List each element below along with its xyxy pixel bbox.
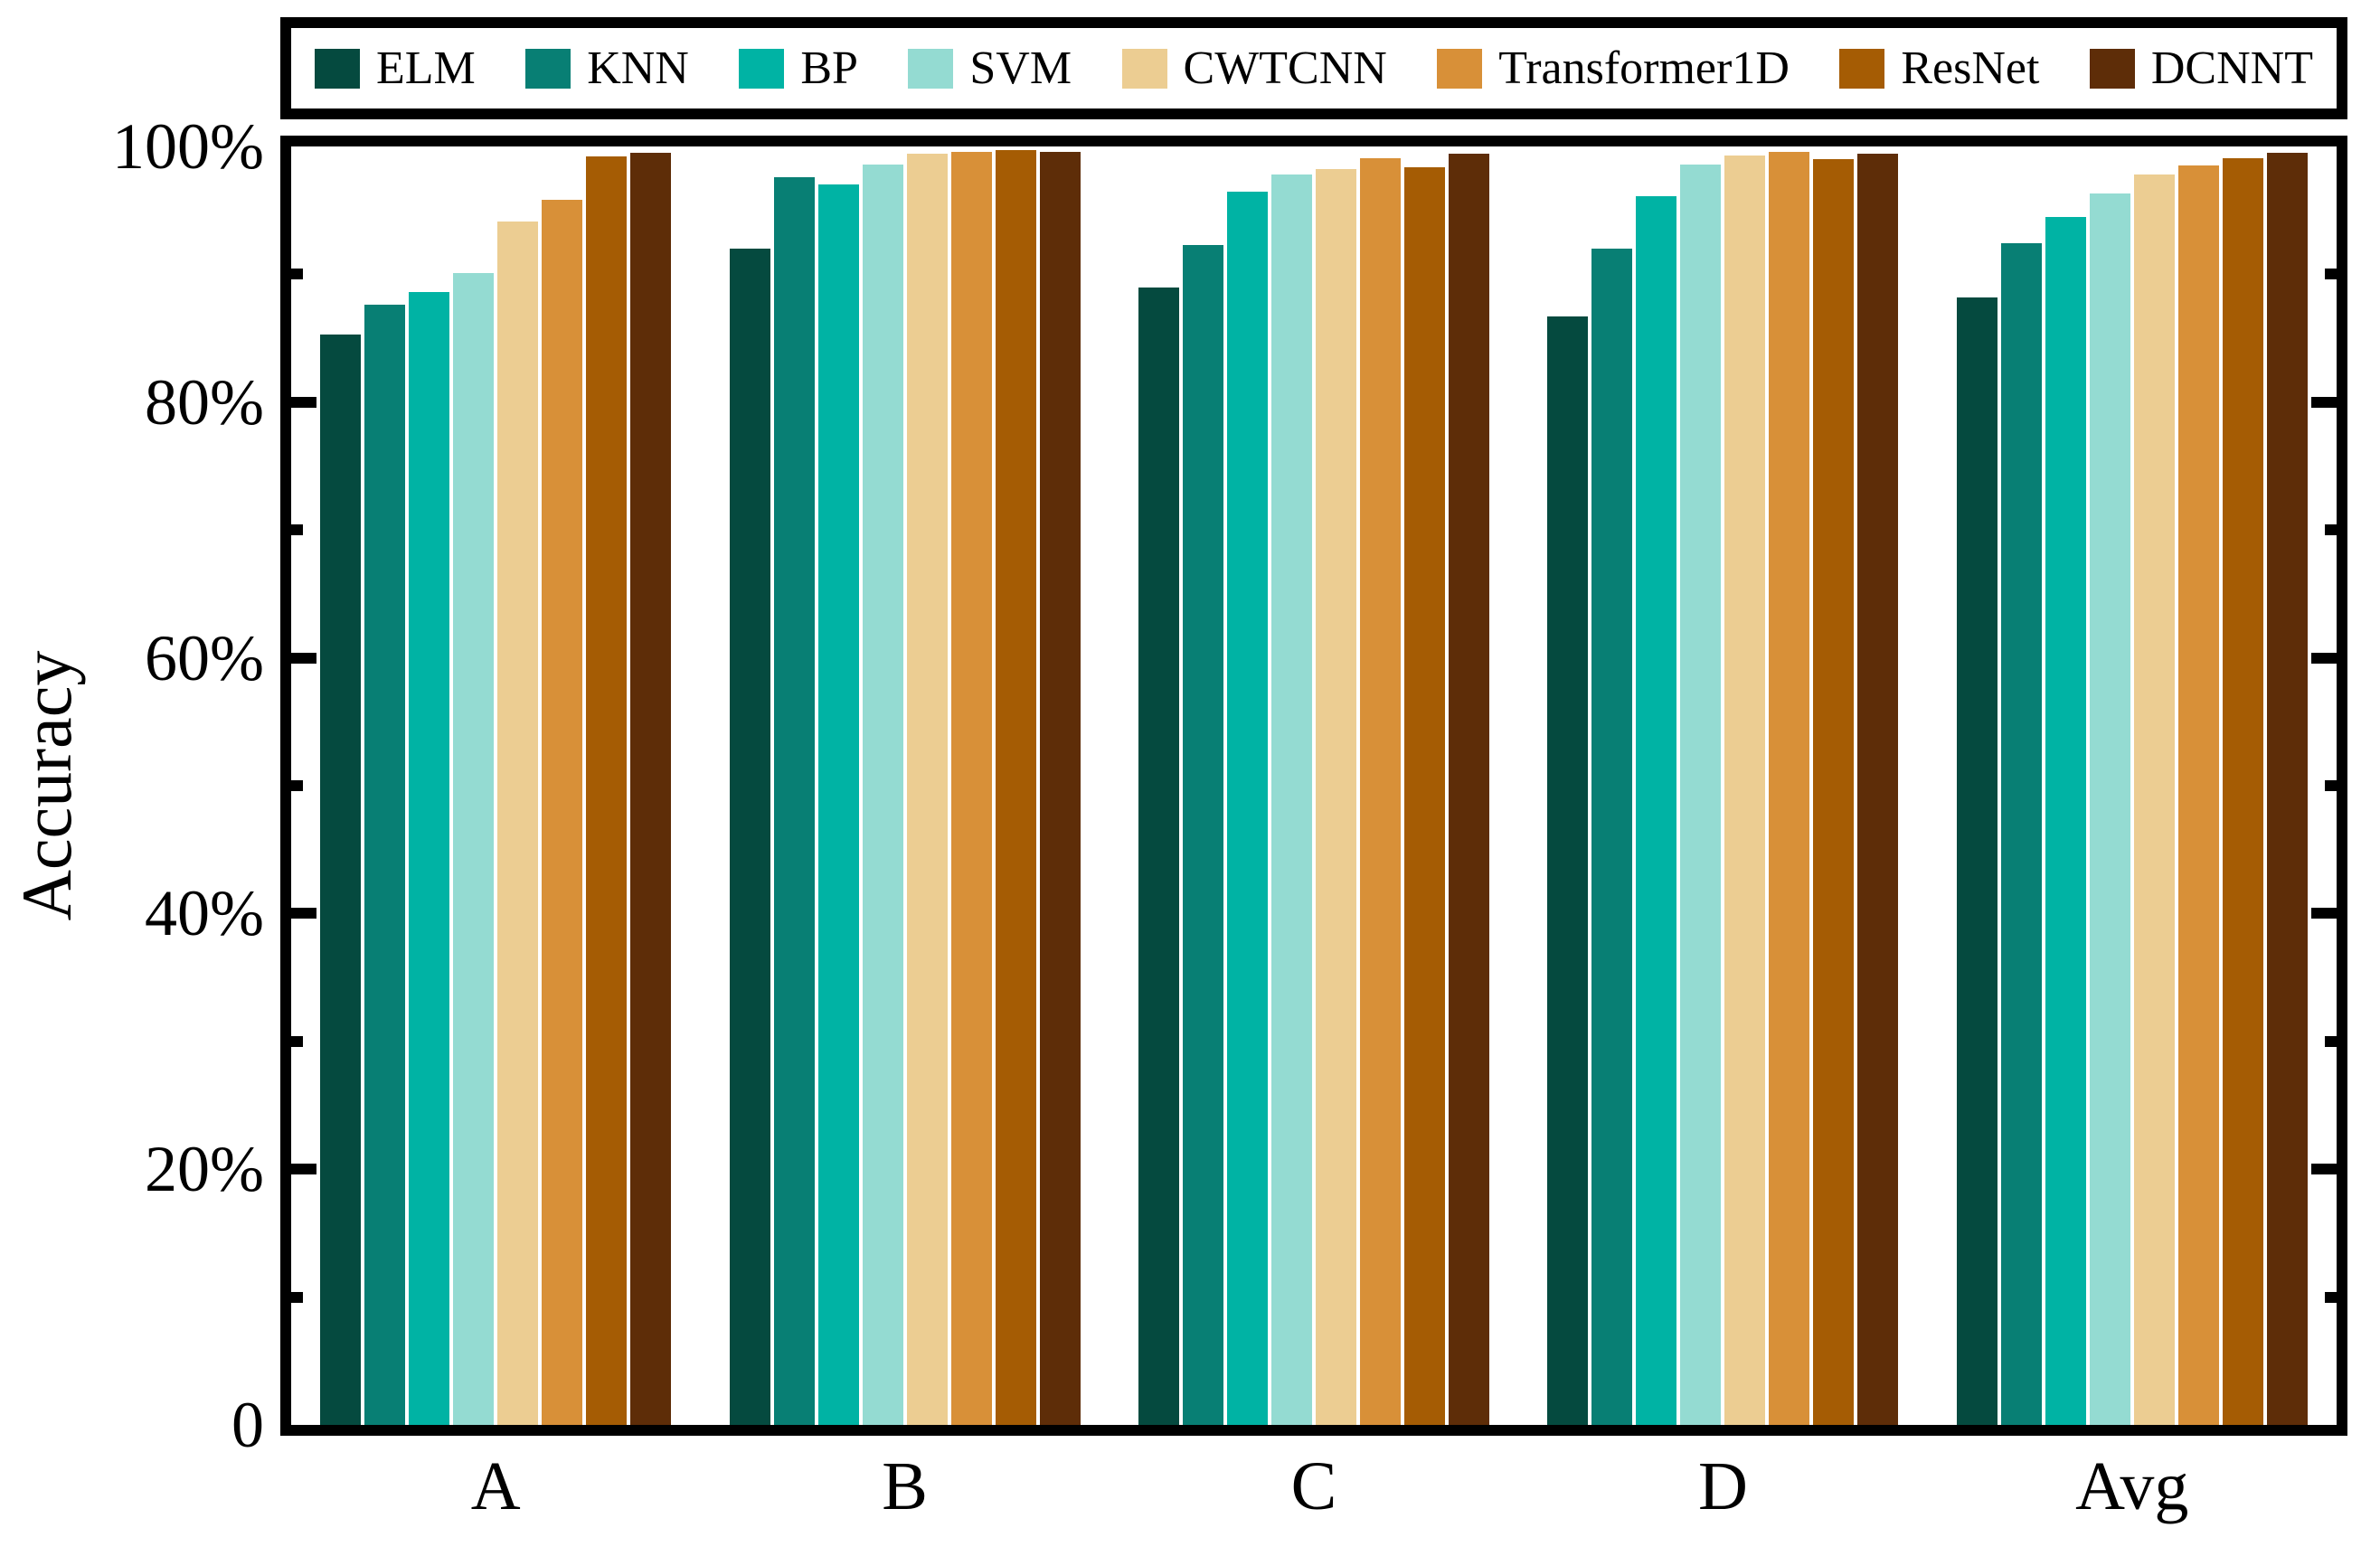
bar-dcnnt-b — [1039, 151, 1081, 1425]
bar-knn-d — [1591, 249, 1633, 1425]
y-minor-tick-50-right — [2325, 780, 2337, 791]
legend-swatch-knn — [525, 48, 571, 89]
y-minor-tick-90-right — [2325, 269, 2337, 280]
bar-bp-b — [817, 184, 859, 1425]
y-minor-tick-30-left — [291, 1035, 303, 1047]
y-major-tick-60-right — [2311, 652, 2337, 664]
x-tick-label-a: A — [470, 1448, 521, 1524]
y-tick-label-100: 100% — [112, 110, 264, 183]
legend-label-bp: BP — [800, 42, 858, 94]
bar-resnet-d — [1813, 159, 1855, 1425]
bar-cwtcnn-d — [1724, 155, 1766, 1425]
legend-label-svm: SVM — [969, 42, 1072, 94]
x-tick-label-d: D — [1697, 1448, 1748, 1524]
bar-svm-a — [453, 273, 495, 1425]
bar-bp-c — [1227, 191, 1268, 1425]
bar-cwtcnn-c — [1316, 169, 1356, 1425]
bar-dcnnt-c — [1449, 154, 1489, 1425]
bar-dcnnt-a — [630, 153, 672, 1425]
bar-elm-avg — [1956, 297, 1998, 1425]
legend-label-transformer1d: Transformer1D — [1498, 42, 1790, 94]
bar-svm-d — [1680, 164, 1722, 1425]
x-tick-label-avg: Avg — [2075, 1448, 2189, 1524]
y-major-tick-20-left — [291, 1164, 316, 1175]
bar-resnet-a — [586, 156, 628, 1425]
bar-svm-b — [862, 164, 903, 1425]
bar-resnet-c — [1404, 166, 1445, 1425]
bar-transformer1d-a — [542, 200, 583, 1425]
legend-label-dcnnt: DCNNT — [2150, 42, 2313, 94]
bar-knn-a — [364, 305, 406, 1425]
legend-label-resnet: ResNet — [1901, 42, 2040, 94]
bar-bp-a — [409, 292, 450, 1425]
chart-legend: ELM KNN BP SVM CWTCNN Transformer1D ResNet DCNN… — [280, 17, 2347, 119]
bar-bp-avg — [2045, 216, 2086, 1425]
bar-transformer1d-b — [950, 151, 992, 1425]
y-minor-tick-50-left — [291, 780, 303, 791]
y-tick-label-80: 80% — [145, 365, 264, 439]
y-major-tick-40-left — [291, 908, 316, 919]
bar-dcnnt-d — [1857, 154, 1899, 1425]
y-major-tick-20-right — [2311, 1164, 2337, 1175]
bar-transformer1d-d — [1769, 151, 1810, 1425]
bar-elm-c — [1138, 287, 1179, 1425]
legend-item-resnet: ResNet — [1839, 42, 2040, 94]
y-tick-label-20: 20% — [145, 1133, 264, 1206]
legend-swatch-svm — [908, 48, 954, 89]
y-tick-label-0: 0 — [231, 1389, 264, 1461]
legend-swatch-dcnnt — [2089, 48, 2135, 89]
bar-cwtcnn-a — [497, 222, 539, 1425]
bar-dcnnt-avg — [2266, 153, 2308, 1425]
y-minor-tick-30-right — [2325, 1035, 2337, 1047]
bar-resnet-avg — [2222, 157, 2263, 1425]
legend-swatch-bp — [739, 48, 785, 89]
bar-transformer1d-avg — [2177, 165, 2219, 1425]
legend-item-cwtcnn: CWTCNN — [1121, 42, 1387, 94]
x-tick-label-b: B — [882, 1448, 928, 1524]
legend-item-svm: SVM — [908, 42, 1072, 94]
bar-knn-c — [1183, 244, 1223, 1425]
bar-svm-c — [1271, 174, 1312, 1425]
legend-label-cwtcnn: CWTCNN — [1183, 42, 1387, 94]
y-minor-tick-90-left — [291, 269, 303, 280]
y-minor-tick-10-left — [291, 1291, 303, 1303]
plot-area — [280, 136, 2347, 1436]
bar-resnet-b — [995, 150, 1036, 1425]
legend-item-bp: BP — [739, 42, 858, 94]
legend-item-knn: KNN — [525, 42, 689, 94]
bar-knn-b — [773, 176, 815, 1425]
legend-item-transformer1d: Transformer1D — [1437, 42, 1790, 94]
legend-swatch-cwtcnn — [1121, 48, 1167, 89]
y-tick-label-60: 60% — [145, 621, 264, 694]
legend-item-elm: ELM — [315, 42, 476, 94]
bar-cwtcnn-avg — [2133, 174, 2175, 1425]
legend-label-knn: KNN — [587, 42, 689, 94]
y-major-tick-40-right — [2311, 908, 2337, 919]
y-minor-tick-70-left — [291, 524, 303, 536]
bar-elm-d — [1547, 316, 1589, 1425]
legend-swatch-transformer1d — [1437, 48, 1483, 89]
legend-item-dcnnt: DCNNT — [2089, 42, 2313, 94]
bar-svm-avg — [2089, 193, 2130, 1425]
bar-bp-d — [1636, 196, 1677, 1425]
bar-transformer1d-c — [1360, 157, 1401, 1425]
y-major-tick-80-right — [2311, 396, 2337, 408]
legend-swatch-resnet — [1839, 48, 1885, 89]
bar-elm-a — [320, 334, 362, 1425]
y-tick-label-40: 40% — [145, 877, 264, 950]
legend-label-elm: ELM — [376, 42, 476, 94]
y-minor-tick-10-right — [2325, 1291, 2337, 1303]
y-minor-tick-70-right — [2325, 524, 2337, 536]
legend-swatch-elm — [315, 48, 360, 89]
x-tick-label-c: C — [1290, 1448, 1337, 1524]
bar-elm-b — [729, 249, 770, 1425]
y-major-tick-60-left — [291, 652, 316, 664]
bar-cwtcnn-b — [906, 154, 948, 1425]
bar-knn-avg — [2000, 243, 2042, 1425]
y-major-tick-80-left — [291, 396, 316, 408]
